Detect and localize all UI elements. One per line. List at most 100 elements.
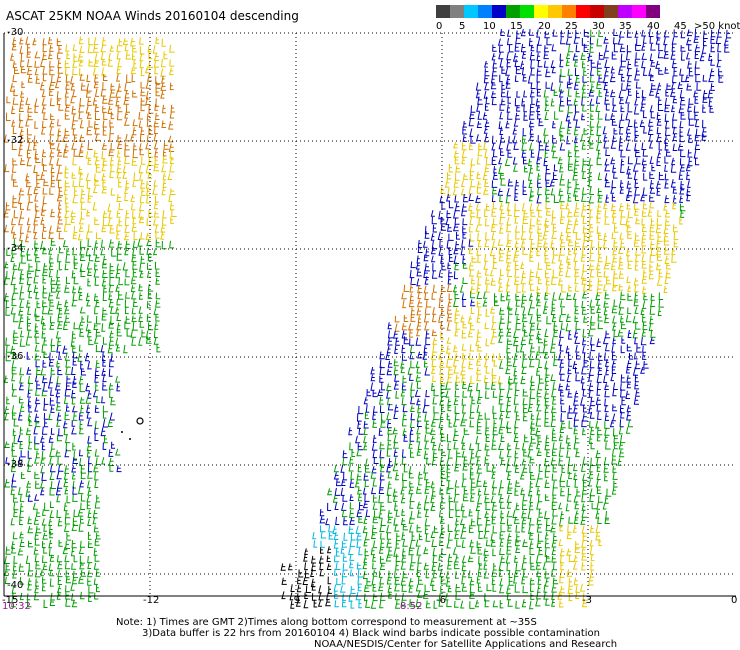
wind-barb [43, 164, 47, 172]
wind-barb [12, 570, 17, 579]
wind-barb [452, 358, 457, 367]
wind-barb [545, 166, 551, 175]
wind-barb [582, 225, 588, 234]
wind-barb [642, 201, 648, 210]
wind-barb [28, 404, 33, 413]
wind-barb [49, 449, 55, 457]
wind-barb [588, 89, 594, 97]
wind-barb [521, 442, 526, 451]
wind-barb [34, 494, 39, 501]
wind-barb [73, 53, 78, 62]
wind-barb [425, 533, 431, 542]
wind-barb [11, 43, 17, 51]
wind-barb [582, 487, 588, 495]
wind-barb [416, 413, 422, 422]
wind-barb [107, 203, 112, 212]
wind-barb [499, 516, 506, 525]
wind-barb [583, 232, 588, 241]
wind-barb [634, 98, 639, 106]
wind-barb [94, 277, 99, 286]
wind-barb [423, 360, 429, 368]
wind-barb [462, 298, 466, 307]
wind-barb [620, 158, 625, 166]
wind-barb [386, 539, 392, 548]
wind-barb [469, 584, 475, 594]
wind-barb [65, 540, 70, 549]
wind-barb [453, 247, 459, 255]
wind-barb [12, 179, 18, 187]
wind-barb [79, 119, 84, 129]
wind-barb [514, 75, 519, 82]
wind-barb [461, 149, 467, 158]
wind-barb [710, 44, 715, 53]
wind-barb [506, 563, 511, 572]
wind-barb [656, 262, 662, 271]
wind-barb [438, 510, 443, 518]
wind-barb [56, 73, 62, 83]
wind-barb [454, 412, 460, 421]
wind-barb [335, 479, 342, 487]
wind-barb [497, 188, 503, 196]
wind-barb [395, 509, 400, 517]
wind-barb [672, 224, 679, 233]
wind-barb [498, 283, 503, 292]
wind-barb [484, 103, 489, 111]
wind-barb [332, 495, 338, 503]
wind-barb [573, 209, 579, 217]
wind-barb [408, 441, 413, 449]
wind-barb [581, 600, 588, 608]
wind-barb [71, 405, 78, 413]
wind-barb [708, 75, 714, 83]
wind-barb [640, 307, 645, 315]
wind-barb [12, 329, 19, 338]
wind-barb [688, 135, 693, 143]
wind-barb [72, 381, 77, 388]
wind-barb [680, 30, 686, 39]
wind-barb [161, 240, 167, 250]
wind-barb [101, 396, 106, 404]
wind-barb [355, 525, 361, 534]
wind-barb [529, 142, 534, 151]
wind-barb [478, 352, 483, 360]
wind-barb [657, 150, 661, 159]
wind-barb [620, 60, 626, 68]
wind-barb [604, 421, 610, 429]
wind-barb [535, 351, 540, 360]
wind-barb [498, 336, 503, 343]
wind-barb [446, 433, 452, 443]
wind-barb [87, 278, 91, 287]
wind-barb [87, 224, 93, 233]
wind-barb [552, 150, 558, 159]
wind-barb [529, 232, 534, 240]
wind-barb [131, 307, 136, 315]
wind-barb [536, 82, 541, 90]
wind-barb [328, 525, 334, 533]
wind-barb [5, 546, 11, 555]
wind-barb [365, 404, 370, 413]
wind-barb [613, 224, 619, 233]
wind-barb [94, 538, 100, 546]
wind-barb [95, 344, 101, 353]
wind-barb [27, 307, 31, 315]
wind-barb [43, 524, 47, 532]
wind-barb [362, 570, 368, 579]
wind-barb [154, 156, 159, 165]
wind-barb [553, 322, 559, 331]
wind-barb [544, 45, 549, 53]
wind-barb [470, 180, 476, 188]
wind-barb [664, 113, 669, 122]
wind-barb [477, 569, 482, 577]
wind-barb [408, 300, 415, 308]
wind-barb [64, 67, 69, 76]
wind-barb [469, 233, 475, 242]
wind-barb [627, 231, 633, 239]
wind-barb [17, 412, 23, 421]
wind-barb [566, 374, 571, 383]
wind-barb [657, 308, 662, 316]
wind-barb [408, 465, 413, 475]
wind-barb [619, 45, 626, 53]
wind-barb [79, 68, 84, 76]
wind-barb [141, 156, 146, 165]
wind-barb [108, 358, 114, 368]
wind-barb [363, 428, 368, 435]
